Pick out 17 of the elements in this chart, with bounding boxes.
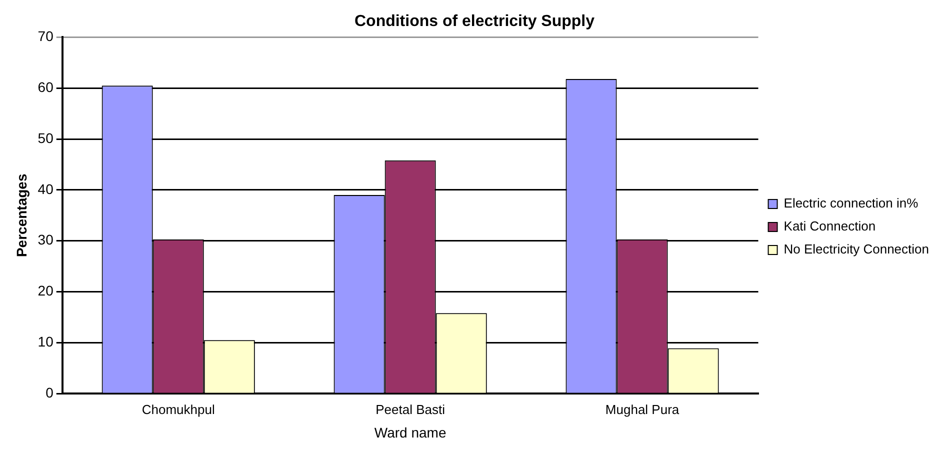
y-tick-label: 10 [38,334,54,350]
legend-label: Electric connection in% [784,196,919,211]
y-tick-label: 40 [38,180,54,197]
y-axis-title: Percentages [13,174,30,258]
y-tick-label: 20 [38,282,54,299]
x-tick-label: Peetal Basti [376,402,446,417]
chart-title: Conditions of electricity Supply [354,13,595,30]
legend-label: Kati Connection [784,218,876,234]
y-tick-label: 0 [46,384,54,400]
y-tick-label: 30 [38,232,54,248]
x-tick-label: Chomukhpul [142,402,215,417]
x-axis-title: Ward name [374,424,446,440]
legend-label: No Electricity Connection [784,242,930,257]
y-tick-label: 50 [38,130,54,146]
y-tick-label: 70 [38,28,54,44]
y-tick-label: 60 [38,78,54,95]
x-tick-label: Mughal Pura [605,402,680,417]
